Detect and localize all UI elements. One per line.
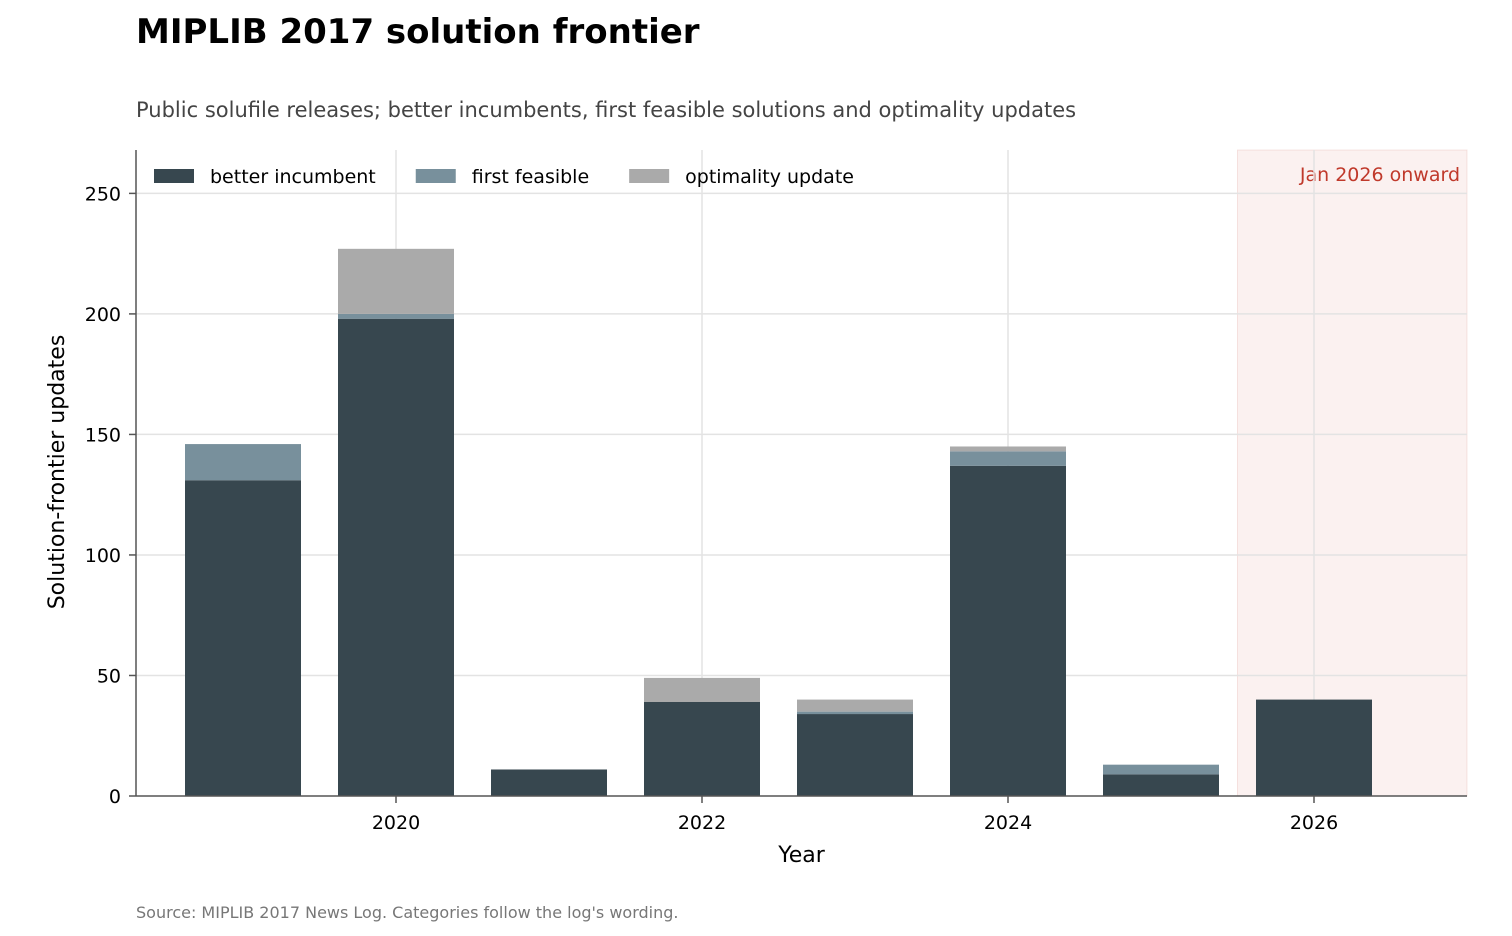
x-tick-label: 2024 bbox=[984, 812, 1032, 834]
bar-first-feasible-2023 bbox=[797, 711, 913, 715]
y-tick-label: 100 bbox=[85, 545, 121, 567]
legend-swatch-better-incumbent bbox=[154, 169, 194, 183]
x-tick-label: 2020 bbox=[372, 812, 420, 834]
bar-better-incumbent-2025 bbox=[1103, 774, 1219, 796]
bar-optimality-update-2023 bbox=[797, 699, 913, 712]
bar-first-feasible-2019 bbox=[185, 444, 301, 481]
y-tick-label: 250 bbox=[85, 183, 121, 205]
y-tick-label: 200 bbox=[85, 304, 121, 326]
bar-better-incumbent-2026 bbox=[1256, 699, 1372, 796]
bar-first-feasible-2020 bbox=[338, 313, 454, 319]
x-tick-label: 2022 bbox=[678, 812, 726, 834]
y-tick-label: 0 bbox=[109, 786, 121, 808]
bar-first-feasible-2025 bbox=[1103, 764, 1219, 775]
bar-optimality-update-2022 bbox=[644, 677, 760, 702]
bar-better-incumbent-2022 bbox=[644, 701, 760, 796]
bar-better-incumbent-2024 bbox=[950, 465, 1066, 796]
chart-title: MIPLIB 2017 solution frontier bbox=[136, 12, 700, 52]
legend-label-optimality-update: optimality update bbox=[685, 166, 854, 188]
bar-better-incumbent-2019 bbox=[185, 480, 301, 796]
bar-better-incumbent-2021 bbox=[491, 769, 607, 796]
y-axis-label: Solution-frontier updates bbox=[45, 335, 70, 610]
bar-first-feasible-2024 bbox=[950, 451, 1066, 466]
legend-label-better-incumbent: better incumbent bbox=[210, 166, 376, 188]
y-tick-label: 150 bbox=[85, 424, 121, 446]
highlight-label: Jan 2026 onward bbox=[1299, 164, 1460, 186]
x-tick-label: 2026 bbox=[1290, 812, 1338, 834]
bar-optimality-update-2020 bbox=[338, 248, 454, 314]
chart-subtitle: Public solufile releases; better incumbe… bbox=[136, 98, 1077, 122]
legend-swatch-first-feasible bbox=[415, 169, 456, 183]
bar-optimality-update-2024 bbox=[950, 446, 1066, 452]
bar-better-incumbent-2020 bbox=[338, 318, 454, 796]
y-tick-label: 50 bbox=[97, 665, 121, 687]
x-axis-label: Year bbox=[777, 843, 826, 868]
source-note: Source: MIPLIB 2017 News Log. Categories… bbox=[136, 903, 679, 922]
legend-label-first-feasible: first feasible bbox=[472, 166, 589, 188]
bar-better-incumbent-2023 bbox=[797, 714, 913, 796]
highlight-region bbox=[1237, 149, 1468, 797]
legend-swatch-optimality-update bbox=[629, 169, 670, 183]
